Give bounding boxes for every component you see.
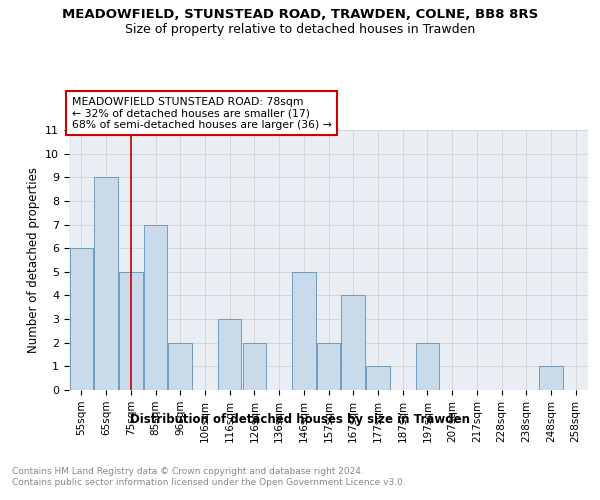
Text: Contains HM Land Registry data © Crown copyright and database right 2024.
Contai: Contains HM Land Registry data © Crown c… [12,468,406,487]
Text: MEADOWFIELD, STUNSTEAD ROAD, TRAWDEN, COLNE, BB8 8RS: MEADOWFIELD, STUNSTEAD ROAD, TRAWDEN, CO… [62,8,538,20]
Bar [169,342,192,390]
Bar [317,342,340,390]
Bar [416,342,439,390]
Y-axis label: Number of detached properties: Number of detached properties [27,167,40,353]
Bar [341,296,365,390]
Bar [119,272,143,390]
Text: MEADOWFIELD STUNSTEAD ROAD: 78sqm
← 32% of detached houses are smaller (17)
68% : MEADOWFIELD STUNSTEAD ROAD: 78sqm ← 32% … [71,97,331,130]
Bar [94,178,118,390]
Text: Size of property relative to detached houses in Trawden: Size of property relative to detached ho… [125,22,475,36]
Bar [144,224,167,390]
Bar [539,366,563,390]
Text: Distribution of detached houses by size in Trawden: Distribution of detached houses by size … [130,412,470,426]
Bar [218,319,241,390]
Bar [242,342,266,390]
Bar [292,272,316,390]
Bar [70,248,93,390]
Bar [366,366,389,390]
